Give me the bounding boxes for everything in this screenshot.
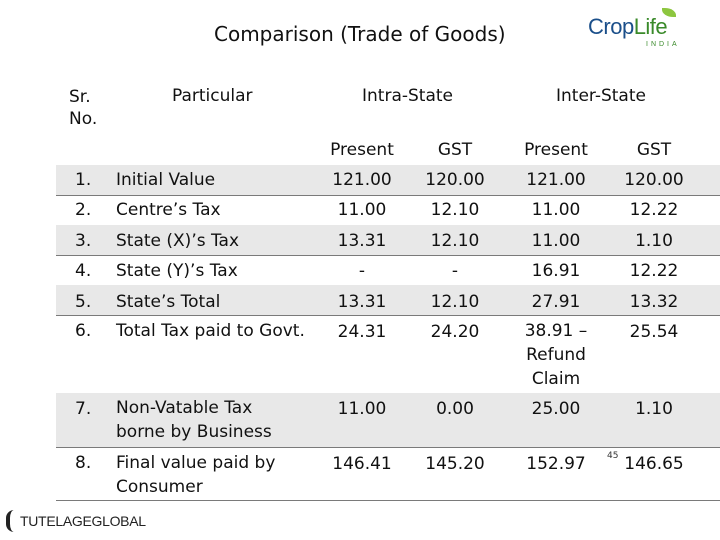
page-number: 45 <box>607 451 619 461</box>
header-inter-state: Inter-State <box>556 86 646 106</box>
table-row-inter-gst: 1.10 <box>635 399 673 419</box>
table-row-intra-gst: 24.20 <box>430 322 480 342</box>
subheader-inter-gst: GST <box>636 140 672 160</box>
table-row-intra-gst: - <box>451 261 459 281</box>
row-bg-4 <box>56 255 720 285</box>
row-bg-1 <box>56 165 720 195</box>
table-row-inter-present: 11.00 <box>531 200 581 220</box>
table-row-intra-present: 13.31 <box>337 292 387 312</box>
table-row-inter-present: 11.00 <box>531 231 581 251</box>
table-row-inter-present: 25.00 <box>531 399 581 419</box>
header-intra-state: Intra-State <box>362 86 453 106</box>
row-bg-3 <box>56 225 720 255</box>
row-divider <box>56 447 720 448</box>
table-row-sr: 6. <box>75 321 92 341</box>
logo-text-crop: Crop <box>588 14 634 39</box>
table-row-intra-gst: 0.00 <box>436 399 474 419</box>
table-row-particular: Final value paid by Consumer <box>116 453 276 497</box>
leaf-icon <box>662 8 676 17</box>
table-row-inter-gst: 1.10 <box>635 231 673 251</box>
table-row-inter-present: 38.91 – Refund Claim <box>524 321 588 389</box>
table-row-sr: 3. <box>75 231 92 251</box>
table-row-inter-gst: 120.00 <box>624 170 684 190</box>
table-row-intra-present: 11.00 <box>337 399 387 419</box>
logo-text-life: Life <box>633 14 668 39</box>
table-row-inter-present: 121.00 <box>526 170 586 190</box>
table-row-sr: 4. <box>75 261 92 281</box>
subheader-intra-gst: GST <box>437 140 473 160</box>
table-row-intra-present: 121.00 <box>332 170 392 190</box>
header-particular: Particular <box>172 86 253 106</box>
row-bg-7 <box>56 393 720 447</box>
tutelage-global-logo: TUTELAGEGLOBAL <box>6 508 156 536</box>
table-row-intra-gst: 12.10 <box>430 292 480 312</box>
row-bg-2 <box>56 195 720 225</box>
table-row-inter-gst: 13.32 <box>629 292 679 312</box>
table-row-intra-present: 11.00 <box>337 200 387 220</box>
table-row-sr: 5. <box>75 292 92 312</box>
header-sr-no: Sr. No. <box>69 87 98 129</box>
subheader-intra-present: Present <box>330 140 394 160</box>
table-row-intra-gst: 145.20 <box>425 454 485 474</box>
table-row-inter-gst: 12.22 <box>629 261 679 281</box>
table-row-particular: State’s Total <box>116 292 221 312</box>
table-row-inter-gst: 12.22 <box>629 200 679 220</box>
row-bg-5 <box>56 285 720 315</box>
table-row-intra-present: 146.41 <box>332 454 392 474</box>
table-row-inter-gst: 146.65 <box>624 454 684 474</box>
table-row-sr: 1. <box>75 170 92 190</box>
table-row-particular: Initial Value <box>116 170 216 190</box>
row-divider <box>56 195 720 196</box>
table-row-intra-present: - <box>358 261 366 281</box>
table-row-particular: State (Y)’s Tax <box>116 261 238 281</box>
table-row-inter-present: 152.97 <box>526 454 586 474</box>
page-title: Comparison (Trade of Goods) <box>214 22 506 46</box>
row-bg-6 <box>56 315 720 393</box>
logo-text: CropLife <box>588 14 668 40</box>
row-bg-8 <box>56 447 720 500</box>
table-row-sr: 2. <box>75 200 92 220</box>
row-divider <box>56 315 720 316</box>
table-row-inter-gst: 25.54 <box>629 322 679 342</box>
table-row-particular: Centre’s Tax <box>116 200 221 220</box>
table-row-sr: 8. <box>75 453 92 473</box>
table-row-intra-gst: 12.10 <box>430 200 480 220</box>
table-row-intra-present: 24.31 <box>337 322 387 342</box>
table-row-intra-present: 13.31 <box>337 231 387 251</box>
row-divider <box>56 255 720 256</box>
croplife-logo: CropLife INDIA <box>588 8 698 54</box>
table-row-inter-present: 27.91 <box>531 292 581 312</box>
table-row-intra-gst: 120.00 <box>425 170 485 190</box>
table-bottom-border <box>56 500 720 501</box>
table-row-particular: State (X)’s Tax <box>116 231 240 251</box>
table-row-particular: Total Tax paid to Govt. <box>116 321 305 341</box>
table-row-sr: 7. <box>75 399 92 419</box>
subheader-inter-present: Present <box>524 140 588 160</box>
table-row-inter-present: 16.91 <box>531 261 581 281</box>
tutelage-mark-icon <box>6 510 22 532</box>
table-row-particular: Non-Vatable Tax borne by Business <box>116 398 272 442</box>
logo-subtitle: INDIA <box>646 41 680 48</box>
table-row-intra-gst: 12.10 <box>430 231 480 251</box>
footer-brand: TUTELAGEGLOBAL <box>20 513 146 529</box>
